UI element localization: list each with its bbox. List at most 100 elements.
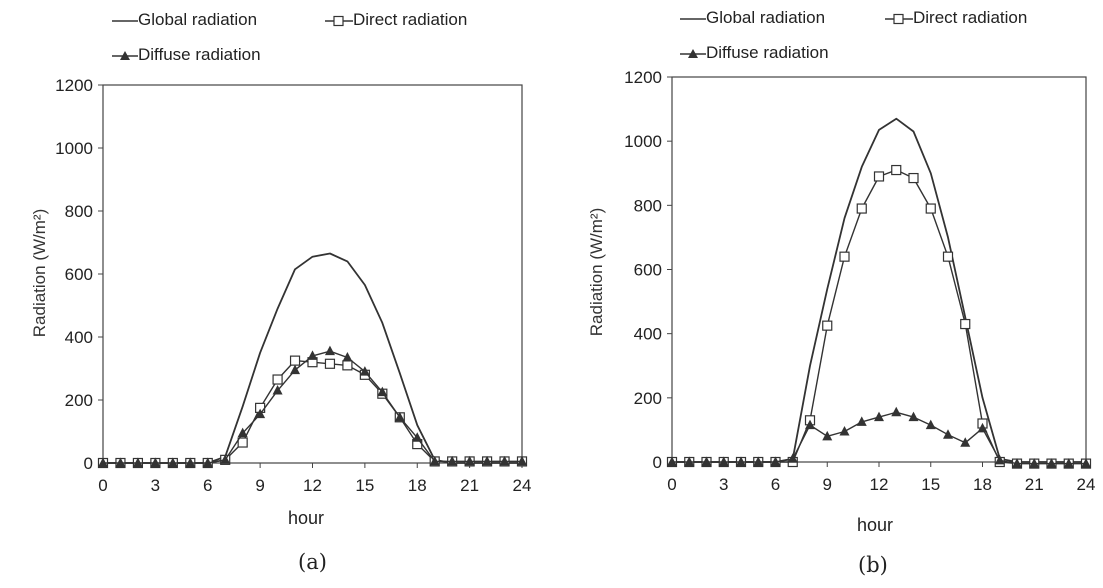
legend-label: Global radiation	[706, 8, 826, 27]
x-tick-label: 18	[973, 475, 992, 494]
y-tick-label: 1000	[624, 132, 662, 151]
data-point-square	[891, 164, 902, 176]
y-tick-label: 1200	[55, 76, 93, 95]
data-point-triangle	[272, 385, 283, 395]
data-point-triangle	[324, 345, 335, 356]
y-tick-label: 800	[634, 196, 662, 215]
data-point-triangle	[839, 426, 850, 436]
legend-label: Direct radiation	[913, 8, 1028, 27]
data-point-triangle	[517, 455, 527, 466]
y-tick-label: 0	[84, 454, 93, 473]
x-tick-label: 6	[203, 476, 212, 495]
x-axis-title: hour	[288, 508, 325, 528]
data-point-triangle	[464, 455, 475, 466]
chart-panel-b: Global radiation Direct radiation Diffus…	[560, 0, 1103, 588]
data-point-triangle	[377, 386, 388, 397]
legend-item-direct: Direct radiation	[885, 8, 1027, 28]
data-point-triangle	[202, 457, 213, 467]
data-point-triangle	[1012, 458, 1022, 468]
x-tick-label: 9	[823, 475, 832, 494]
data-point-triangle	[132, 457, 143, 467]
series-line-3	[103, 350, 522, 464]
x-tick-label: 0	[98, 476, 107, 495]
data-point-triangle	[185, 457, 196, 467]
legend-item-direct: Direct radiation	[325, 10, 467, 30]
plot-frame	[671, 76, 1087, 463]
y-tick-label: 200	[65, 391, 93, 410]
data-point-triangle	[115, 457, 126, 467]
data-point-triangle	[943, 429, 953, 439]
legend-item-global: Global radiation	[680, 8, 825, 28]
y-axis-title: Radiation (W/m²)	[30, 208, 49, 338]
data-point-triangle	[167, 457, 178, 467]
data-point-triangle	[447, 455, 458, 466]
data-point-triangle	[701, 456, 712, 466]
data-point-triangle	[925, 419, 936, 430]
data-point-triangle	[255, 408, 266, 419]
data-point-square	[272, 374, 283, 385]
data-point-square	[856, 203, 867, 214]
data-point-triangle	[684, 456, 695, 466]
legend-item-diffuse: Diffuse radiation	[112, 45, 261, 65]
data-point-triangle	[753, 456, 764, 466]
data-point-triangle	[290, 364, 301, 375]
y-tick-label: 400	[65, 328, 93, 347]
data-point-triangle	[1063, 458, 1074, 468]
data-point-square	[925, 203, 936, 214]
data-point-triangle	[220, 454, 231, 464]
data-point-triangle	[770, 456, 781, 466]
plot-svg: 0 200 400 600 800 1000 1200 0 3 6 9 12 15 18 21 24	[55, 76, 531, 495]
legend-square-marker-icon	[885, 13, 913, 24]
x-tick-label: 3	[151, 476, 160, 495]
data-point-square	[908, 172, 919, 184]
y-tick-label: 800	[65, 202, 93, 221]
x-tick-label: 15	[921, 475, 940, 494]
data-point-square	[237, 437, 248, 448]
data-point-triangle	[667, 456, 677, 466]
data-point-triangle	[718, 456, 729, 466]
data-point-triangle	[359, 366, 370, 376]
legend-label: Diffuse radiation	[138, 45, 261, 64]
data-point-triangle	[891, 406, 902, 417]
legend-label: Diffuse radiation	[706, 43, 829, 62]
legend-label: Global radiation	[138, 10, 258, 29]
data-point-triangle	[98, 457, 108, 467]
x-tick-label: 12	[303, 476, 322, 495]
data-point-triangle	[499, 455, 510, 466]
x-tick-label: 24	[1077, 475, 1096, 494]
legend-triangle-marker-icon	[112, 50, 138, 60]
y-tick-label: 600	[65, 265, 93, 284]
data-point-triangle	[1029, 458, 1040, 468]
plot-svg: 0 200 400 600 800 1000 1200 0 3 6 9 12 15 18 21 24	[624, 68, 1096, 494]
series-line-1	[672, 117, 1086, 463]
data-point-triangle	[429, 455, 440, 466]
legend-line-icon	[680, 17, 706, 20]
data-point-triangle	[856, 416, 867, 426]
data-point-triangle	[394, 411, 405, 422]
x-tick-label: 6	[771, 475, 780, 494]
data-point-square	[839, 251, 850, 262]
data-point-square	[324, 358, 336, 369]
plot-frame	[102, 84, 523, 464]
data-point-square	[942, 251, 954, 262]
data-point-triangle	[787, 453, 798, 463]
data-point-triangle	[994, 454, 1005, 465]
x-tick-label: 3	[719, 475, 728, 494]
data-point-triangle	[237, 427, 248, 438]
legend-item-global: Global radiation	[112, 10, 257, 30]
legend-label: Direct radiation	[353, 10, 468, 29]
data-point-triangle	[1046, 458, 1057, 468]
data-point-square	[822, 320, 833, 331]
data-point-triangle	[736, 456, 746, 466]
y-tick-label: 200	[634, 389, 662, 408]
data-point-triangle	[874, 411, 884, 422]
data-point-triangle	[805, 419, 815, 430]
data-point-triangle	[960, 437, 971, 447]
data-point-triangle	[822, 430, 833, 441]
y-tick-label: 400	[634, 325, 662, 344]
y-tick-label: 1200	[624, 68, 662, 87]
data-point-square	[960, 318, 971, 330]
x-tick-label: 21	[460, 476, 479, 495]
data-point-triangle	[908, 411, 919, 422]
x-tick-label: 12	[870, 475, 889, 494]
